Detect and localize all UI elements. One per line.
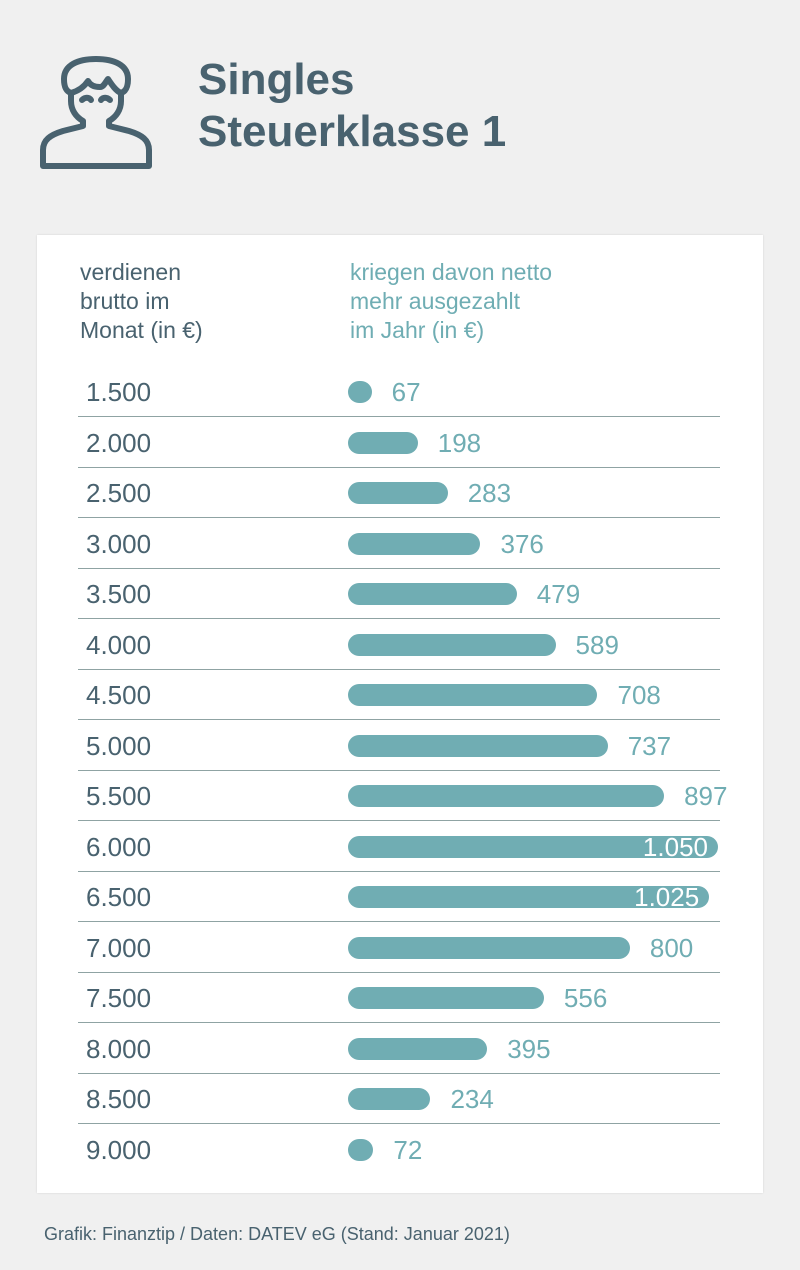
category-label: 8.500 <box>86 1084 152 1114</box>
chart-row: 1.500 67 <box>78 367 720 417</box>
category-label: 4.000 <box>86 629 152 660</box>
chart-row: 2.500 283 <box>78 468 720 518</box>
row-divider <box>78 1123 720 1124</box>
row-divider <box>78 971 720 973</box>
category-label: 2.500 <box>86 478 152 508</box>
source-footer: Grafik: Finanztip / Daten: DATEV eG (Sta… <box>44 1224 510 1244</box>
row-divider <box>78 416 720 417</box>
category-label: 3.500 <box>86 579 152 609</box>
value-label: 234 <box>450 1084 494 1114</box>
category-column-header: verdienen brutto im Monat (in €) <box>80 259 203 343</box>
category-label: 8.000 <box>86 1033 152 1064</box>
bar <box>348 482 448 504</box>
bar <box>348 785 665 807</box>
chart-row: 5.000 737 <box>78 721 720 771</box>
value-label: 72 <box>393 1134 423 1165</box>
bar <box>348 381 372 403</box>
chart-card <box>37 235 763 1193</box>
category-label: 6.000 <box>86 831 152 862</box>
bar <box>348 936 630 959</box>
row-divider <box>78 820 720 821</box>
row-divider <box>78 618 720 619</box>
category-label: 9.000 <box>86 1134 152 1165</box>
chart-row: 9.000 72 <box>78 1125 720 1175</box>
bar <box>348 684 598 706</box>
value-label: 589 <box>575 629 619 660</box>
value-label: 556 <box>563 983 608 1013</box>
chart-row: 3.500 479 <box>78 569 720 619</box>
value-label: 737 <box>627 730 672 761</box>
row-divider <box>78 466 720 468</box>
category-label: 5.500 <box>86 781 152 811</box>
bar <box>348 835 718 858</box>
row-divider <box>78 769 720 771</box>
value-column-header: kriegen davon netto mehr ausgezahlt im J… <box>350 259 553 343</box>
row-divider <box>78 1022 720 1023</box>
row-divider <box>78 1072 720 1074</box>
value-label: 67 <box>391 377 421 407</box>
value-label: 395 <box>507 1033 551 1064</box>
row-divider <box>78 567 720 569</box>
category-label: 5.000 <box>86 730 152 761</box>
bar <box>348 1088 431 1110</box>
bar <box>348 1037 488 1060</box>
row-divider <box>78 517 720 518</box>
value-label: 800 <box>649 932 694 963</box>
row-divider <box>78 719 720 720</box>
bar <box>348 987 544 1009</box>
category-label: 4.500 <box>86 680 152 710</box>
value-label: 376 <box>500 528 544 559</box>
chart-row: 7.000 800 <box>78 923 720 973</box>
chart-row: 5.500 897 <box>78 771 727 821</box>
value-label: 1.025 <box>634 882 700 912</box>
value-label: 198 <box>437 427 482 458</box>
chart-row: 8.000 395 <box>78 1024 720 1074</box>
title-line-2: Steuerklasse 1 <box>198 107 507 156</box>
chart-row: 3.000 376 <box>78 519 720 569</box>
value-label: 283 <box>467 478 512 508</box>
value-label: 708 <box>617 680 661 710</box>
category-label: 7.000 <box>86 932 152 963</box>
chart-row: 7.500 556 <box>78 973 720 1023</box>
category-label: 6.500 <box>86 882 152 912</box>
row-divider <box>78 921 720 922</box>
bar <box>348 734 608 757</box>
row-divider <box>78 668 720 670</box>
page-title: Singles Steuerklasse 1 <box>198 54 506 158</box>
bar <box>348 633 556 656</box>
title-line-1: Singles <box>198 55 355 104</box>
value-label: 897 <box>684 781 728 811</box>
value-label: 1.050 <box>642 831 708 862</box>
chart-row: 6.000 1.050 <box>78 822 720 872</box>
bar <box>348 583 517 605</box>
bar <box>348 1138 374 1161</box>
category-label: 7.500 <box>86 983 152 1013</box>
category-label: 2.000 <box>86 427 152 458</box>
chart-row: 8.500 234 <box>78 1074 720 1124</box>
bar <box>348 431 418 454</box>
bar <box>348 532 481 555</box>
row-divider <box>78 870 720 872</box>
person-icon <box>40 56 152 169</box>
chart-row: 2.000 198 <box>78 418 720 468</box>
bar <box>348 886 710 908</box>
chart-row: 4.000 589 <box>78 620 720 670</box>
chart-row: 4.500 708 <box>78 670 720 720</box>
chart-row: 6.500 1.025 <box>78 872 720 922</box>
category-label: 1.500 <box>86 377 152 407</box>
category-label: 3.000 <box>86 528 152 559</box>
value-label: 479 <box>536 579 581 609</box>
